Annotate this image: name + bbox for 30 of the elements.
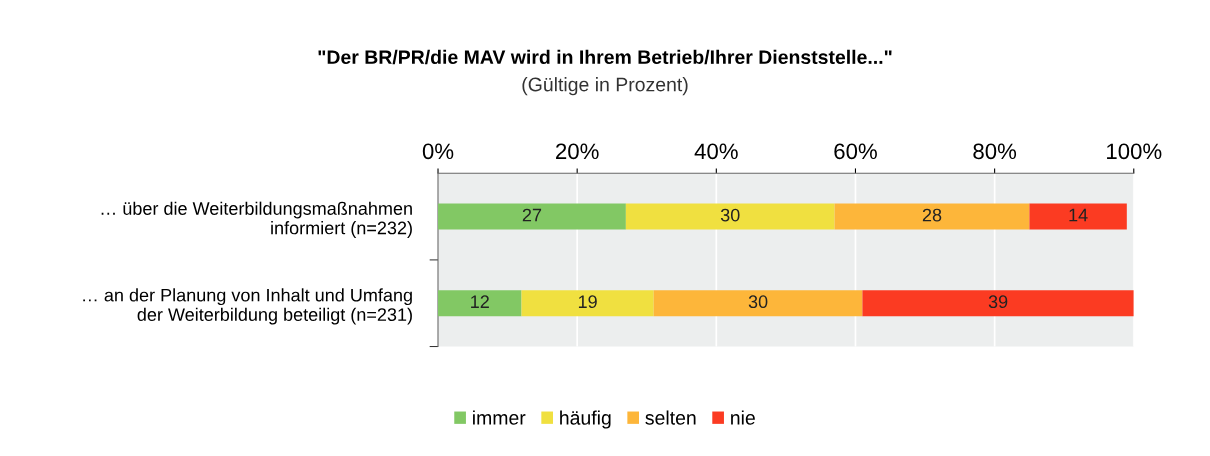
chart-title: "Der BR/PR/die MAV wird in Ihrem Betrieb/Ihrer Dienststelle..." bbox=[318, 49, 892, 65]
legend-label: selten bbox=[645, 410, 696, 425]
bar bbox=[653, 290, 863, 317]
data-label: 12 bbox=[471, 295, 489, 308]
bar bbox=[862, 290, 1134, 317]
chart-subtitle: (Gültige in Prozent) bbox=[522, 77, 688, 96]
data-label: 19 bbox=[578, 295, 597, 309]
x-tick-label: 60% bbox=[834, 143, 877, 160]
data-label: 14 bbox=[1069, 208, 1088, 222]
x-tick-label: 0% bbox=[422, 143, 454, 160]
x-tick-label: 20% bbox=[556, 143, 599, 160]
legend-label: nie bbox=[731, 410, 755, 425]
bar bbox=[834, 203, 1030, 230]
bar bbox=[438, 203, 626, 230]
data-label: 30 bbox=[720, 208, 740, 222]
data-label: 28 bbox=[922, 208, 942, 222]
data-label: 27 bbox=[522, 208, 542, 222]
x-tick-label: 40% bbox=[694, 143, 738, 160]
bar bbox=[438, 290, 522, 317]
data-label: 39 bbox=[988, 295, 1008, 309]
legend-label: häufig bbox=[560, 410, 611, 429]
bar bbox=[1029, 203, 1127, 230]
bar bbox=[625, 203, 835, 230]
x-tick-label: 100% bbox=[1107, 143, 1162, 160]
y-tick-label: … an der Planung von Inhalt und Umfang der Weiterbildung beteiligt (n=231) bbox=[83, 288, 412, 325]
bar bbox=[521, 290, 654, 317]
x-tick-label: 80% bbox=[973, 143, 1017, 160]
y-tick-label: … über die Weiterbildungsmaßnahmen informiert (n=232) bbox=[101, 201, 412, 238]
legend-label: immer bbox=[473, 410, 526, 425]
data-label: 30 bbox=[748, 295, 768, 309]
